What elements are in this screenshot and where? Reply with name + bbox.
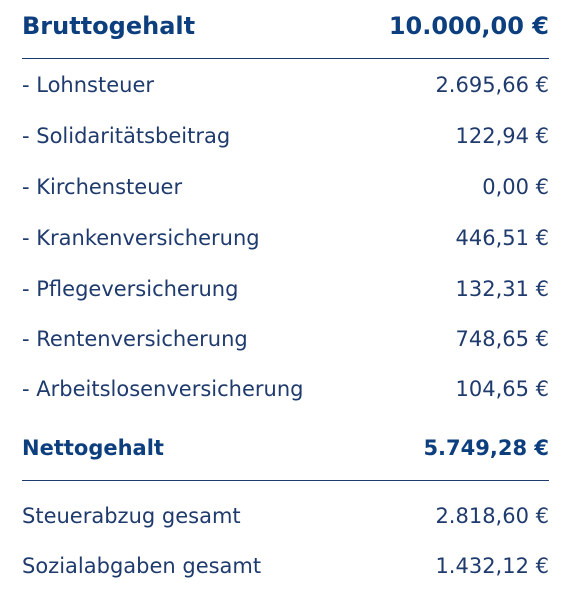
summary-value: 2.818,60 €	[435, 504, 549, 528]
deduction-value: 104,65 €	[455, 377, 549, 401]
summary-value: 1.432,12 €	[435, 554, 549, 578]
deduction-label: - Rentenversicherung	[22, 327, 248, 351]
net-salary-label: Nettogehalt	[22, 436, 164, 460]
summary-row-social-total: Sozialabgaben gesamt 1.432,12 €	[22, 546, 549, 586]
deduction-row-pension-insurance: - Rentenversicherung 748,65 €	[22, 319, 549, 359]
deduction-row-unemployment-insurance: - Arbeitslosenversicherung 104,65 €	[22, 369, 549, 409]
divider-bottom	[22, 480, 549, 481]
summary-label: Steuerabzug gesamt	[22, 504, 241, 528]
deduction-value: 2.695,66 €	[435, 73, 549, 97]
deduction-value: 132,31 €	[455, 277, 549, 301]
deduction-label: - Pflegeversicherung	[22, 277, 239, 301]
deduction-label: - Solidaritätsbeitrag	[22, 124, 231, 148]
net-salary-value: 5.749,28 €	[423, 436, 549, 460]
summary-label: Sozialabgaben gesamt	[22, 554, 262, 578]
deduction-label: - Arbeitslosenversicherung	[22, 377, 304, 401]
deduction-row-income-tax: - Lohnsteuer 2.695,66 €	[22, 65, 549, 105]
deduction-label: - Krankenversicherung	[22, 226, 260, 250]
deduction-row-church-tax: - Kirchensteuer 0,00 €	[22, 167, 549, 207]
summary-row-tax-total: Steuerabzug gesamt 2.818,60 €	[22, 496, 549, 536]
deduction-value: 748,65 €	[455, 327, 549, 351]
net-salary-row: Nettogehalt 5.749,28 €	[22, 428, 549, 468]
deduction-value: 0,00 €	[482, 175, 549, 199]
deduction-row-solidarity: - Solidaritätsbeitrag 122,94 €	[22, 116, 549, 156]
gross-salary-value: 10.000,00 €	[388, 12, 549, 40]
deduction-row-care-insurance: - Pflegeversicherung 132,31 €	[22, 269, 549, 309]
divider-top	[22, 58, 549, 59]
deduction-label: - Lohnsteuer	[22, 73, 155, 97]
deduction-value: 122,94 €	[455, 124, 549, 148]
deduction-value: 446,51 €	[455, 226, 549, 250]
deduction-label: - Kirchensteuer	[22, 175, 183, 199]
gross-salary-label: Bruttogehalt	[22, 12, 196, 40]
gross-salary-row: Bruttogehalt 10.000,00 €	[22, 6, 549, 46]
deduction-row-health-insurance: - Krankenversicherung 446,51 €	[22, 218, 549, 258]
